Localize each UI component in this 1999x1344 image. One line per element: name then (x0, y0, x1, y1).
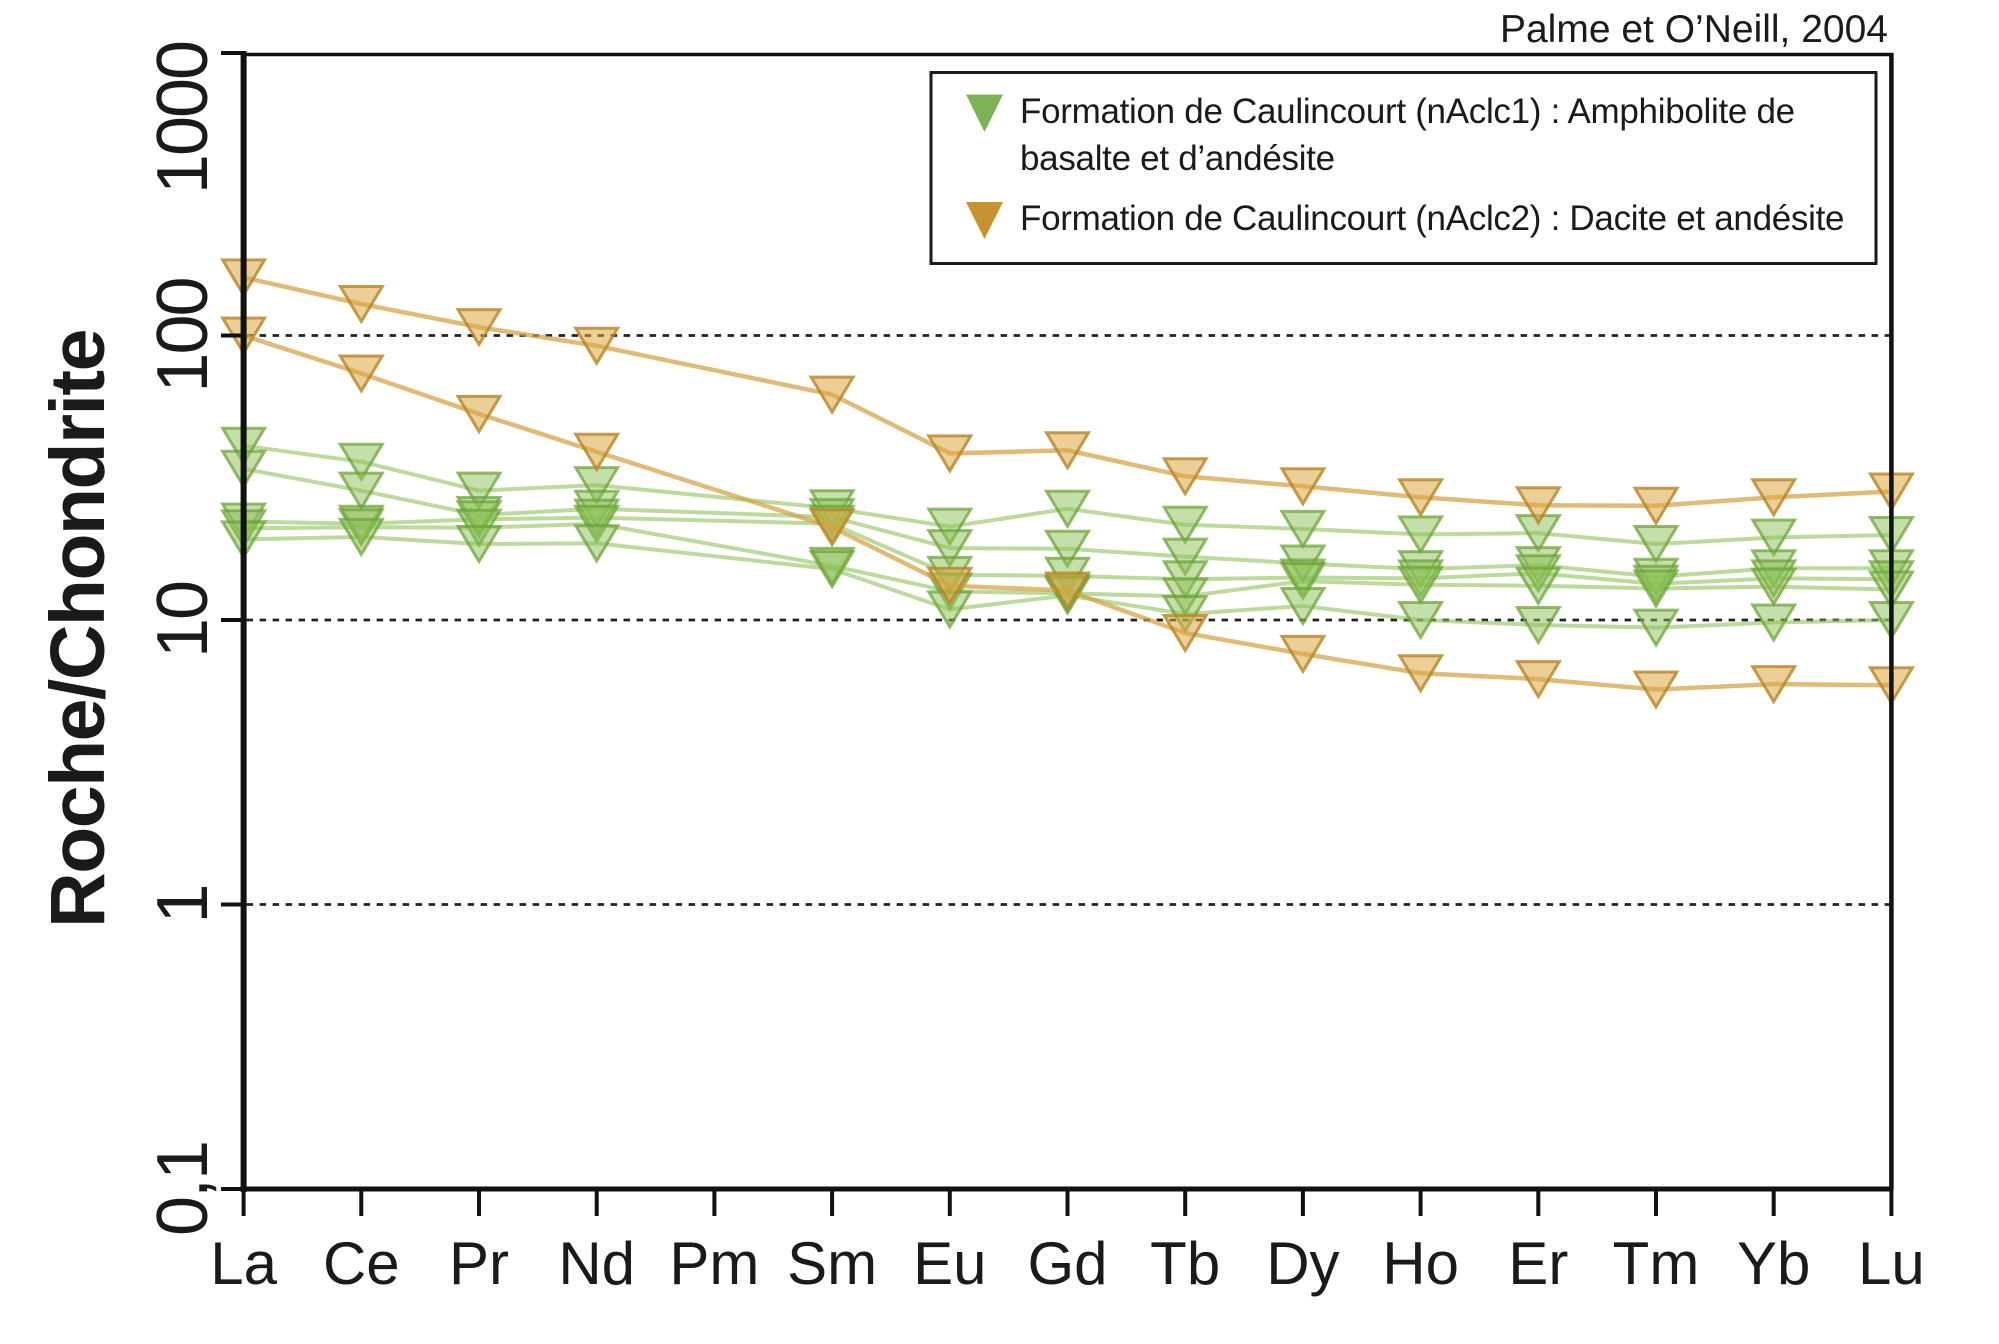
svg-text:Formation de Caulincourt (nAcl: Formation de Caulincourt (nAclc1) : Amph… (1020, 92, 1795, 131)
svg-text:100: 100 (143, 278, 223, 392)
svg-text:Pm: Pm (669, 1230, 759, 1297)
svg-text:Lu: Lu (1858, 1230, 1925, 1297)
svg-text:Pr: Pr (449, 1230, 509, 1297)
svg-text:Tm: Tm (1613, 1230, 1700, 1297)
svg-text:Eu: Eu (913, 1230, 986, 1297)
svg-text:Tb: Tb (1150, 1230, 1220, 1297)
svg-text:Roche/Chondrite: Roche/Chondrite (35, 330, 121, 928)
svg-text:1000: 1000 (143, 42, 223, 194)
svg-text:Ce: Ce (323, 1230, 400, 1297)
svg-text:Palme et O’Neill, 2004: Palme et O’Neill, 2004 (1500, 8, 1888, 51)
svg-text:10: 10 (143, 582, 223, 658)
svg-text:Formation de Caulincourt (nAcl: Formation de Caulincourt (nAclc2) : Daci… (1020, 199, 1844, 238)
svg-text:Ho: Ho (1382, 1230, 1459, 1297)
svg-text:La: La (210, 1230, 277, 1297)
svg-text:0,1: 0,1 (143, 1142, 223, 1236)
svg-text:Sm: Sm (787, 1230, 877, 1297)
svg-text:Dy: Dy (1266, 1230, 1339, 1297)
svg-text:Gd: Gd (1027, 1230, 1107, 1297)
svg-text:Er: Er (1508, 1230, 1568, 1297)
svg-text:1: 1 (143, 885, 223, 923)
svg-text:basalte et d’andésite: basalte et d’andésite (1020, 139, 1335, 178)
svg-text:Nd: Nd (558, 1230, 635, 1297)
svg-text:Yb: Yb (1737, 1230, 1810, 1297)
